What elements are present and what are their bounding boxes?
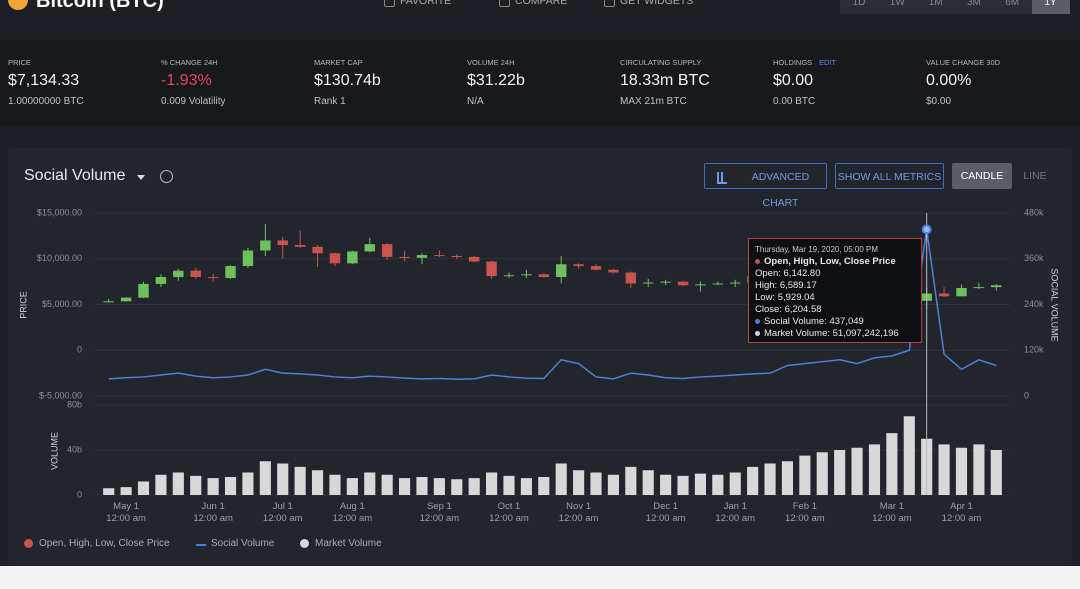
x-tick-label: Jul 1 12:00 am <box>262 501 303 524</box>
stat-label: % CHANGE 24H <box>161 58 218 67</box>
stat-value: 0.00% <box>926 72 972 89</box>
stat-sub: Rank 1 <box>314 96 346 107</box>
x-tick-label: Aug 1 12:00 am <box>332 501 373 524</box>
range-button[interactable]: 6M <box>1005 0 1020 8</box>
legend-label[interactable]: Social Volume <box>211 538 275 549</box>
tooltip-social: Social Volume: 437,049 <box>764 316 864 327</box>
stat-value: $0.00 <box>773 72 814 89</box>
advanced-chart-button[interactable]: ADVANCED CHART <box>704 163 827 209</box>
action-icon <box>384 0 395 7</box>
tooltip-row: Social Volume: 437,049 <box>755 316 915 328</box>
tooltip-line: Low: 5,929.04 <box>755 292 815 303</box>
stat-label: VALUE CHANGE 30D <box>926 58 1001 67</box>
tooltip-line: Close: 6,204.58 <box>755 304 822 315</box>
range-button[interactable]: 1W <box>889 0 905 8</box>
legend-line <box>196 544 206 546</box>
tooltip-dot <box>755 318 760 324</box>
range-button[interactable]: 1D <box>852 0 866 8</box>
stat-link[interactable]: EDIT <box>819 58 837 67</box>
stats-bar: PRICE $7,134.33 1.00000000 BTC % CHANGE 24H… <box>0 40 1080 126</box>
tooltip-line: Open: 6,142.80 <box>755 268 821 279</box>
stat-sub: $0.00 <box>926 96 952 107</box>
legend-dot <box>24 539 33 548</box>
stat-sub: N/A <box>467 96 484 107</box>
action-icon <box>604 0 615 7</box>
action-button[interactable]: GET WIDGETS <box>620 0 694 7</box>
coin-title: Bitcoin (BTC) <box>36 0 164 12</box>
x-tick-label: Jun 1 12:00 am <box>193 501 233 524</box>
stat-value: $7,134.33 <box>8 72 80 89</box>
mode-button[interactable]: CANDLE <box>952 163 1012 189</box>
range-button[interactable]: 3M <box>966 0 981 8</box>
mode-button[interactable]: LINE <box>1023 170 1047 182</box>
action-button[interactable]: FAVORITE <box>400 0 452 7</box>
stat-label: HOLDINGS <box>773 58 813 67</box>
x-tick-label: Dec 1 12:00 am <box>645 501 686 524</box>
stat-value: $31.22b <box>467 72 525 89</box>
x-tick-label: Oct 1 12:00 am <box>489 501 529 524</box>
panel-title: Social Volume <box>24 167 126 184</box>
legend-label[interactable]: Open, High, Low, Close Price <box>39 538 170 549</box>
range-button[interactable]: 1Y <box>1031 0 1070 14</box>
stat-label: MARKET CAP <box>314 58 363 67</box>
stat-label: PRICE <box>8 58 31 67</box>
legend-label[interactable]: Market Volume <box>315 538 382 549</box>
x-tick-label: May 1 12:00 am <box>106 501 146 524</box>
x-tick-label: Apr 1 12:00 am <box>941 501 982 524</box>
action-icon <box>499 0 510 7</box>
stat-label: CIRCULATING SUPPLY <box>620 58 702 67</box>
x-tick-label: Sep 1 12:00 am <box>419 501 460 524</box>
coin-icon <box>8 0 28 10</box>
x-tick-label: Jan 1 12:00 am <box>715 501 756 524</box>
stat-value: $130.74b <box>314 72 381 89</box>
stat-sub: 1.00000000 BTC <box>8 96 84 107</box>
range-group <box>840 0 1070 14</box>
stat-value: -1.93% <box>161 72 212 89</box>
tooltip-row: Market Volume: 51,097,242,196 <box>755 328 915 340</box>
button-label: ADVANCED CHART <box>751 171 810 209</box>
tooltip-date: Thursday, Mar 19, 2020, 05:00 PM <box>755 245 879 254</box>
x-tick-label: Mar 1 12:00 am <box>872 501 912 524</box>
footer-strip <box>0 566 1080 589</box>
info-icon[interactable] <box>160 170 173 183</box>
tooltip-title: Open, High, Low, Close Price <box>764 256 896 267</box>
stat-value: 18.33m BTC <box>620 72 710 89</box>
action-button[interactable]: COMPARE <box>515 0 568 7</box>
range-button[interactable]: 1M <box>928 0 943 8</box>
tooltip-title-row: Open, High, Low, Close Price <box>755 256 915 268</box>
show-all-metrics-button[interactable]: SHOW ALL METRICS <box>835 163 944 189</box>
tooltip-market: Market Volume: 51,097,242,196 <box>764 328 899 339</box>
x-tick-label: Feb 1 12:00 am <box>785 501 825 524</box>
tooltip-dot <box>755 258 760 264</box>
stat-label: VOLUME 24H <box>467 58 515 67</box>
dropdown-caret[interactable] <box>137 175 145 180</box>
stat-sub: 0.009 Volatility <box>161 96 226 107</box>
tooltip-dot <box>755 330 760 336</box>
stat-sub: MAX 21m BTC <box>620 96 687 107</box>
tooltip-line: High: 6,589.17 <box>755 280 817 291</box>
tooltip: Thursday, Mar 19, 2020, 05:00 PM Open, Hi… <box>748 238 922 343</box>
legend-dot <box>300 539 309 548</box>
chart-icon <box>717 172 727 184</box>
stat-sub: 0.00 BTC <box>773 96 816 107</box>
x-tick-label: Nov 1 12:00 am <box>558 501 599 524</box>
